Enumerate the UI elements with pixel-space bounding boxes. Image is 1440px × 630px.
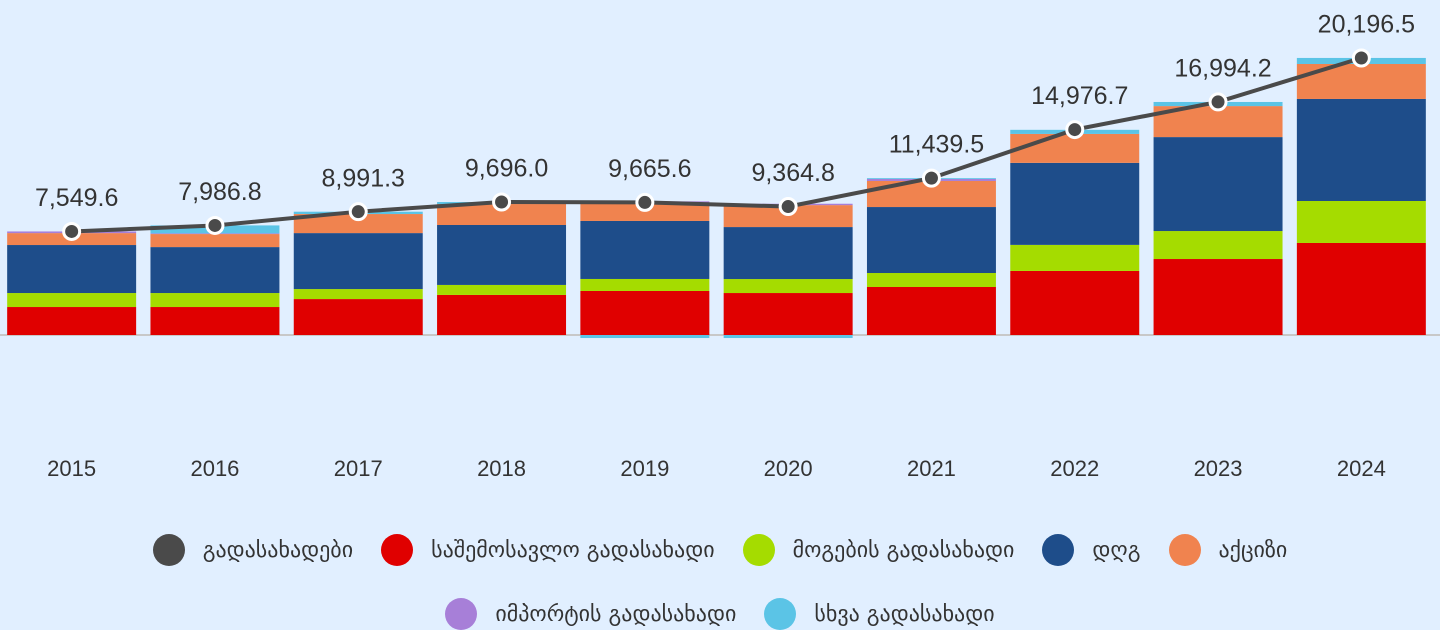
total-label: 16,994.2 bbox=[1174, 55, 1271, 83]
legend-item: იმპორტის გადასახადი bbox=[445, 598, 736, 630]
total-marker bbox=[778, 197, 798, 217]
total-label: 9,665.6 bbox=[608, 155, 691, 183]
bar-segment bbox=[723, 227, 853, 280]
x-tick-label: 2015 bbox=[47, 456, 96, 481]
legend-swatch bbox=[1042, 534, 1075, 566]
bar-segment bbox=[437, 225, 567, 285]
bar-segment bbox=[1153, 137, 1283, 232]
x-tick-label: 2023 bbox=[1194, 456, 1243, 481]
bar-segment bbox=[150, 307, 280, 335]
bar-segment bbox=[437, 294, 567, 335]
legend-item: სხვა გადასახადი bbox=[764, 598, 995, 630]
bar-segment bbox=[723, 335, 853, 339]
legend-row: გადასახადები საშემოსავლო გადასახადი მოგები… bbox=[0, 534, 1440, 566]
chart: 2015 2016 2017 2018 2019 2020 2021 2022 2023 2024… bbox=[0, 11, 1440, 481]
x-tick-label: 2020 bbox=[764, 456, 813, 481]
total-label: 14,976.7 bbox=[1031, 82, 1128, 110]
legend-label: გადასახადები bbox=[202, 537, 354, 563]
bar-segment bbox=[866, 273, 996, 287]
total-label: 7,549.6 bbox=[35, 184, 118, 212]
bar-segment bbox=[7, 307, 137, 335]
bar-segment bbox=[7, 293, 137, 308]
bar-segment bbox=[437, 204, 567, 226]
legend-item: გადასახადები bbox=[152, 534, 354, 566]
legend-label: სხვა გადასახადი bbox=[814, 601, 995, 627]
legend-swatch bbox=[445, 598, 478, 630]
x-tick-label: 2019 bbox=[620, 456, 669, 481]
total-label: 9,696.0 bbox=[465, 155, 548, 183]
legend-item: აქციზი bbox=[1168, 534, 1288, 566]
bar-segment bbox=[723, 279, 853, 294]
bar-segment bbox=[1296, 63, 1426, 99]
bar-segment bbox=[293, 214, 423, 234]
total-marker bbox=[921, 168, 941, 188]
bar-segment bbox=[580, 202, 710, 221]
x-tick-label: 2021 bbox=[907, 456, 956, 481]
legend-swatch bbox=[381, 534, 414, 566]
total-label: 11,439.5 bbox=[889, 131, 984, 159]
x-tick-label: 2016 bbox=[190, 456, 239, 481]
bar-segment bbox=[1010, 270, 1140, 335]
legend-item: მოგების გადასახადი bbox=[742, 534, 1015, 566]
legend-label: დღგ bbox=[1092, 537, 1141, 563]
legend-swatch bbox=[742, 534, 775, 566]
bar-segment bbox=[293, 233, 423, 290]
bar-segment bbox=[1296, 242, 1426, 335]
total-label: 9,364.8 bbox=[751, 159, 834, 187]
x-tick-label: 2022 bbox=[1050, 456, 1099, 481]
legend-label: საშემოსავლო გადასახადი bbox=[431, 537, 715, 563]
bar-segment bbox=[437, 284, 567, 295]
bar-segment bbox=[580, 278, 710, 291]
bar-segment bbox=[866, 286, 996, 335]
bar-segment bbox=[723, 293, 853, 335]
total-marker bbox=[348, 202, 368, 222]
bar-segment bbox=[293, 299, 423, 335]
bar-segment bbox=[7, 245, 137, 294]
bar-segment bbox=[150, 234, 280, 248]
bar-segment bbox=[1296, 98, 1426, 202]
total-marker bbox=[1208, 92, 1228, 112]
total-label: 20,196.5 bbox=[1318, 11, 1415, 39]
x-tick-label: 2024 bbox=[1337, 456, 1386, 481]
total-marker bbox=[492, 192, 512, 212]
legend-swatch bbox=[764, 598, 797, 630]
x-tick-label: 2017 bbox=[334, 456, 383, 481]
legend-label: იმპორტის გადასახადი bbox=[495, 601, 737, 627]
legend-label: აქციზი bbox=[1218, 537, 1288, 563]
legend-row: იმპორტის გადასახადი სხვა გადასახადი bbox=[0, 598, 1440, 630]
total-marker bbox=[1351, 48, 1371, 68]
bar-segment bbox=[150, 247, 280, 294]
bar-segment bbox=[1010, 244, 1140, 271]
bar-segment bbox=[580, 335, 710, 339]
bar-segment bbox=[1010, 162, 1140, 245]
bar-segment bbox=[580, 290, 710, 335]
bar-segment bbox=[866, 207, 996, 274]
total-marker bbox=[1065, 120, 1085, 140]
legend-swatch bbox=[1168, 534, 1201, 566]
total-label: 7,986.8 bbox=[178, 178, 261, 206]
bar-segment bbox=[1153, 259, 1283, 335]
x-tick-label: 2018 bbox=[477, 456, 526, 481]
bar-segment bbox=[293, 289, 423, 300]
bar-segment bbox=[1153, 231, 1283, 260]
legend-item: დღგ bbox=[1042, 534, 1141, 566]
bar-segment bbox=[580, 220, 710, 279]
total-marker bbox=[205, 215, 225, 235]
bar-segment bbox=[150, 293, 280, 308]
total-marker bbox=[635, 192, 655, 212]
bar-segment bbox=[1296, 201, 1426, 243]
total-line bbox=[71, 56, 1362, 234]
legend-label: მოგების გადასახადი bbox=[792, 537, 1015, 563]
legend-swatch bbox=[152, 534, 185, 566]
total-marker bbox=[62, 221, 82, 241]
legend-item: საშემოსავლო გადასახადი bbox=[381, 534, 715, 566]
total-label: 8,991.3 bbox=[322, 164, 405, 192]
bar-segment bbox=[723, 205, 853, 228]
